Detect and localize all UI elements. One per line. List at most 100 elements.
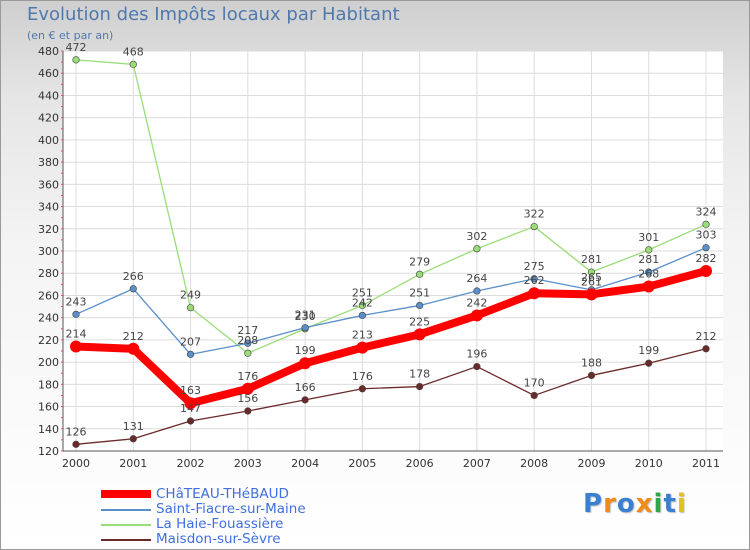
data-label: 242 <box>352 296 373 309</box>
data-label: 166 <box>295 381 316 394</box>
data-point <box>186 417 195 425</box>
data-point <box>700 265 712 277</box>
data-label: 188 <box>581 356 602 369</box>
x-tick-label: 2008 <box>520 457 548 470</box>
data-point <box>416 382 424 391</box>
y-tick-label: 220 <box>38 334 59 347</box>
legend-item-saint-fiacre-sur-maine: Saint-Fiacre-sur-Maine <box>101 501 421 517</box>
x-tick-label: 2011 <box>692 457 720 470</box>
proxiti-logo: Proxiti <box>583 489 687 519</box>
data-point <box>416 270 424 278</box>
y-tick-label: 260 <box>38 289 59 302</box>
data-point <box>129 60 137 68</box>
logo-letter: i <box>653 489 664 519</box>
y-tick-label: 320 <box>38 223 59 236</box>
data-label: 275 <box>524 260 545 273</box>
data-label: 324 <box>696 205 717 218</box>
logo-letter: o <box>616 489 636 519</box>
y-tick-label: 240 <box>38 312 59 325</box>
data-label: 231 <box>295 309 316 322</box>
data-label: 163 <box>180 384 201 397</box>
data-label: 251 <box>409 286 430 299</box>
y-tick-label: 280 <box>38 267 59 280</box>
data-label: 176 <box>237 370 258 383</box>
data-label: 266 <box>123 270 144 283</box>
data-label: 279 <box>409 255 430 268</box>
logo-letter: P <box>583 489 604 519</box>
x-tick-label: 2005 <box>348 457 376 470</box>
y-tick-label: 120 <box>38 445 59 458</box>
data-label: 178 <box>409 368 430 381</box>
data-point <box>645 359 653 367</box>
data-point <box>587 268 596 276</box>
series-line <box>75 59 707 354</box>
data-point <box>301 324 309 332</box>
data-label: 207 <box>180 335 201 348</box>
chart-title: Evolution des Impôts locaux par Habitant <box>27 4 400 25</box>
y-tick-label: 460 <box>38 67 59 80</box>
data-point <box>416 301 424 310</box>
data-point <box>186 350 195 358</box>
data-point <box>473 362 481 371</box>
data-label: 281 <box>638 253 659 266</box>
data-point <box>702 345 710 353</box>
data-label: 131 <box>123 420 144 433</box>
y-tick-label: 480 <box>38 45 59 58</box>
data-point <box>473 287 481 295</box>
data-point <box>587 371 596 380</box>
x-tick-label: 2006 <box>406 457 434 470</box>
data-point <box>129 435 137 443</box>
logo-letter: x <box>635 489 654 519</box>
data-label: 281 <box>581 253 602 266</box>
y-tick-label: 440 <box>38 89 59 102</box>
data-label: 176 <box>352 370 373 383</box>
data-point <box>244 339 252 347</box>
logo-letter: i <box>676 489 687 519</box>
y-tick-label: 300 <box>38 245 59 258</box>
data-label: 242 <box>466 296 487 309</box>
legend-item-maisdon-sur-sevre: Maisdon-sur-Sèvre <box>101 531 421 547</box>
data-point <box>642 280 655 293</box>
data-label: 265 <box>581 271 602 284</box>
data-point <box>70 340 82 353</box>
x-tick-label: 2004 <box>291 457 319 470</box>
series-line <box>75 348 707 445</box>
y-tick-label: 380 <box>38 156 59 169</box>
y-tick-label: 160 <box>38 401 59 414</box>
data-point <box>358 385 366 393</box>
data-label: 170 <box>524 376 545 389</box>
data-label: 264 <box>466 272 487 285</box>
x-tick-label: 2010 <box>635 457 663 470</box>
data-point <box>702 220 710 228</box>
data-label: 282 <box>696 252 717 265</box>
data-point <box>530 275 538 283</box>
data-label: 213 <box>352 329 373 342</box>
data-label: 302 <box>466 230 487 243</box>
legend: CHâTEAU-THéBAUD Saint-Fiacre-sur-Maine L… <box>101 486 421 547</box>
data-point <box>413 328 426 341</box>
legend-swatch <box>101 509 151 511</box>
y-tick-label: 200 <box>38 356 59 369</box>
data-label: 243 <box>66 295 87 308</box>
data-label: 303 <box>696 229 717 242</box>
data-point <box>244 349 252 357</box>
data-label: 212 <box>123 330 144 343</box>
x-tick-label: 2000 <box>62 457 90 470</box>
series-line <box>75 267 708 408</box>
legend-label: Maisdon-sur-Sèvre <box>156 531 281 547</box>
legend-label: CHâTEAU-THéBAUD <box>156 486 289 502</box>
data-label: 212 <box>696 330 717 343</box>
data-label: 251 <box>352 286 373 299</box>
legend-item-la-haie-fouassiere: La Haie-Fouassière <box>101 516 421 532</box>
data-point <box>702 244 710 252</box>
y-tick-label: 140 <box>38 423 59 436</box>
data-point <box>358 301 366 310</box>
data-label: 199 <box>295 344 316 357</box>
data-label: 217 <box>237 324 258 337</box>
data-label: 249 <box>180 289 201 302</box>
data-label: 199 <box>638 344 659 357</box>
y-tick-label: 400 <box>38 134 59 147</box>
data-label: 301 <box>638 231 659 244</box>
